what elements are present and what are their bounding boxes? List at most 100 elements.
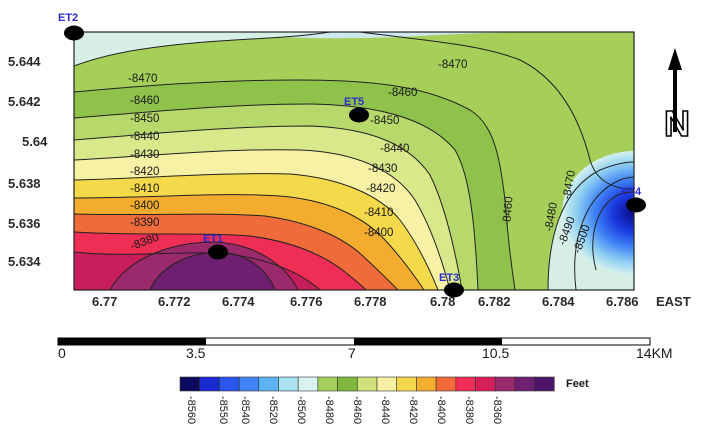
contour-line	[574, 176, 634, 290]
contour-line	[74, 194, 425, 290]
legend-swatch	[258, 376, 279, 392]
x-tick-label: 6.772	[158, 294, 191, 309]
legend-value: -8540	[239, 396, 251, 424]
contour-color-bands	[74, 32, 634, 290]
map-frame	[73, 31, 635, 291]
legend-swatch	[396, 376, 417, 392]
scale-label: 7	[348, 345, 356, 361]
well-et3[interactable]: ET3	[439, 272, 464, 298]
well-label: ET1	[203, 233, 223, 245]
y-tick-label: 5.636	[8, 216, 41, 231]
well-dot	[626, 197, 646, 213]
contour-line	[109, 241, 299, 290]
well-label: ET5	[344, 96, 364, 108]
contour-label: -8450	[130, 113, 159, 125]
band-8470	[74, 32, 560, 39]
legend-swatch	[416, 376, 437, 392]
x-tick-label: 6.782	[478, 294, 511, 309]
contour-lines	[74, 32, 634, 290]
legend-value: -8550	[217, 396, 229, 424]
well-dot	[444, 282, 464, 298]
legend-swatch	[514, 376, 535, 392]
north-arrow-icon: N	[663, 48, 691, 145]
x-tick-label: 6.786	[606, 294, 639, 309]
well-markers: ET2 ET5 ET1 ET3 ET4	[58, 12, 646, 298]
scale-label: 10.5	[482, 345, 509, 361]
contour-line	[74, 173, 439, 290]
legend-swatch	[455, 376, 476, 392]
legend-swatch	[337, 376, 358, 392]
color-legend: Feet -8560 -8550 -8540 -8520 -8500 -8480…	[179, 376, 589, 424]
contour-label: -8420	[366, 183, 395, 195]
well-et1[interactable]: ET1	[203, 233, 228, 260]
legend-swatch	[238, 376, 260, 392]
legend-value: -8480	[323, 396, 335, 424]
legend-swatch	[317, 376, 338, 392]
legend-swatch	[494, 376, 516, 392]
contour-label: -8470	[128, 73, 157, 85]
legend-swatch	[534, 376, 555, 392]
contour-line	[74, 213, 399, 290]
legend-swatch	[297, 376, 319, 392]
contour-label: -8420	[130, 166, 159, 178]
contour-label: -8480	[543, 201, 560, 232]
well-label: ET4	[621, 186, 642, 198]
legend-values: -8560 -8550 -8540 -8520 -8500 -8480 -846…	[185, 396, 503, 424]
contour-label: -8400	[364, 227, 393, 239]
contour-label: -8440	[130, 131, 159, 143]
contour-line	[592, 191, 634, 271]
contour-label: -8410	[130, 183, 159, 195]
scale-label: 3.5	[186, 345, 206, 361]
contour-line	[74, 103, 479, 290]
contour-label: -8440	[380, 143, 409, 155]
well-et5[interactable]: ET5	[344, 96, 369, 123]
contour-label: -8450	[370, 115, 399, 127]
well-dot	[349, 107, 369, 123]
well-dot	[64, 25, 84, 41]
legend-value: -8520	[267, 396, 279, 424]
legend-value: -8380	[463, 396, 475, 424]
band-8360	[150, 252, 275, 290]
contour-line	[74, 32, 331, 67]
band-8475	[74, 32, 330, 66]
legend-value: -8440	[379, 396, 391, 424]
legend-swatch	[179, 376, 201, 392]
legend-swatch	[475, 376, 496, 392]
x-tick-label: 6.78	[430, 294, 455, 309]
scale-bar: 0 3.5 7 10.5 14KM	[57, 337, 673, 361]
contour-line	[359, 32, 634, 191]
legend-swatch	[219, 376, 240, 392]
x-tick-label: 6.784	[542, 294, 575, 309]
scale-label: 14KM	[636, 345, 673, 361]
y-axis: 5.644 5.642 5.64 5.638 5.636 5.634	[8, 54, 48, 269]
well-label: ET2	[58, 12, 78, 24]
y-tick-label: 5.634	[8, 254, 41, 269]
contour-labels: -8470 -8460 -8450 -8440 -8430 -8420 -841…	[128, 59, 593, 255]
legend-value: -8420	[407, 396, 419, 424]
legend-swatch	[356, 376, 378, 392]
x-axis: 6.77 6.772 6.774 6.776 6.778 6.78 6.782 …	[92, 294, 691, 309]
well-label: ET3	[439, 272, 459, 284]
legend-value: -8400	[435, 396, 447, 424]
y-tick-label: 5.642	[8, 94, 41, 109]
well-et2[interactable]: ET2	[58, 12, 84, 41]
y-tick-label: 5.638	[8, 176, 41, 191]
well-dot	[208, 244, 228, 260]
contour-line	[74, 79, 516, 290]
contour-label: -8460	[501, 196, 516, 226]
contour-line	[74, 149, 451, 290]
legend-value: -8560	[185, 396, 197, 424]
contour-line	[74, 231, 367, 290]
contour-label: -8430	[368, 163, 397, 175]
y-tick-label: 5.64	[22, 134, 48, 149]
well-et4[interactable]: ET4	[621, 186, 646, 213]
x-tick-label: 6.77	[92, 294, 117, 309]
north-label: N	[664, 103, 690, 144]
contour-label: -8470	[438, 59, 467, 71]
contour-label: -8460	[388, 87, 417, 99]
contour-label: -8460	[130, 95, 159, 107]
contour-label: -8430	[130, 149, 159, 161]
x-tick-label: 6.776	[290, 294, 323, 309]
contour-label: -8410	[364, 207, 393, 219]
